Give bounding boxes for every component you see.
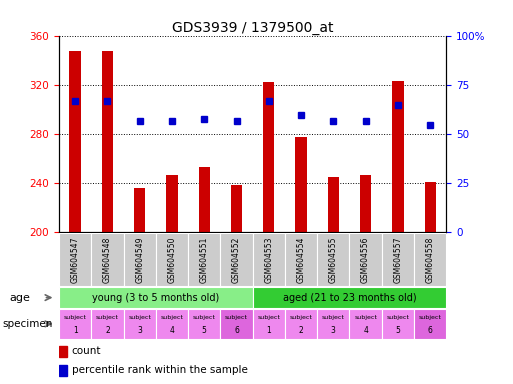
Text: GSM604554: GSM604554 xyxy=(297,236,306,283)
Text: subject: subject xyxy=(258,315,280,320)
Text: GSM604548: GSM604548 xyxy=(103,237,112,283)
Bar xyxy=(414,309,446,339)
Text: 4: 4 xyxy=(169,326,174,335)
Text: percentile rank within the sample: percentile rank within the sample xyxy=(72,366,248,376)
Text: GSM604556: GSM604556 xyxy=(361,236,370,283)
Bar xyxy=(156,309,188,339)
Bar xyxy=(360,175,371,232)
Bar xyxy=(252,233,285,286)
Bar xyxy=(69,51,81,232)
Bar xyxy=(156,233,188,286)
Text: 6: 6 xyxy=(234,326,239,335)
Text: GSM604558: GSM604558 xyxy=(426,237,435,283)
Title: GDS3939 / 1379500_at: GDS3939 / 1379500_at xyxy=(172,22,333,35)
Text: aged (21 to 23 months old): aged (21 to 23 months old) xyxy=(283,293,416,303)
Bar xyxy=(349,309,382,339)
Text: count: count xyxy=(72,346,101,356)
Text: 6: 6 xyxy=(428,326,432,335)
Text: 3: 3 xyxy=(137,326,142,335)
Bar xyxy=(124,233,156,286)
Text: 1: 1 xyxy=(266,326,271,335)
Text: GSM604549: GSM604549 xyxy=(135,236,144,283)
Bar xyxy=(221,309,252,339)
Text: GSM604547: GSM604547 xyxy=(71,236,80,283)
Text: subject: subject xyxy=(193,315,215,320)
Text: subject: subject xyxy=(322,315,345,320)
Text: GSM604553: GSM604553 xyxy=(264,236,273,283)
Bar xyxy=(285,233,317,286)
Text: subject: subject xyxy=(128,315,151,320)
Bar xyxy=(102,51,113,232)
Bar xyxy=(134,188,145,232)
Bar xyxy=(59,346,67,357)
Text: subject: subject xyxy=(225,315,248,320)
Text: 3: 3 xyxy=(331,326,336,335)
Text: 5: 5 xyxy=(396,326,400,335)
Bar xyxy=(382,309,414,339)
Bar xyxy=(199,167,210,232)
Bar xyxy=(392,81,404,232)
Bar xyxy=(59,233,91,286)
Bar xyxy=(59,287,252,308)
Text: GSM604551: GSM604551 xyxy=(200,237,209,283)
Text: subject: subject xyxy=(386,315,409,320)
Bar xyxy=(328,177,339,232)
Bar xyxy=(188,309,221,339)
Text: 2: 2 xyxy=(299,326,304,335)
Bar xyxy=(295,137,307,232)
Text: 4: 4 xyxy=(363,326,368,335)
Bar xyxy=(252,309,285,339)
Bar xyxy=(59,309,91,339)
Text: subject: subject xyxy=(96,315,119,320)
Bar xyxy=(166,175,177,232)
Text: age: age xyxy=(9,293,30,303)
Bar xyxy=(221,233,252,286)
Text: specimen: specimen xyxy=(3,319,53,329)
Text: 2: 2 xyxy=(105,326,110,335)
Text: young (3 to 5 months old): young (3 to 5 months old) xyxy=(92,293,220,303)
Text: GSM604555: GSM604555 xyxy=(329,236,338,283)
Text: subject: subject xyxy=(290,315,312,320)
Text: subject: subject xyxy=(419,315,442,320)
Bar xyxy=(414,233,446,286)
Bar xyxy=(91,309,124,339)
Bar xyxy=(59,365,67,376)
Text: GSM604550: GSM604550 xyxy=(167,236,176,283)
Bar xyxy=(91,233,124,286)
Bar xyxy=(285,309,317,339)
Text: GSM604557: GSM604557 xyxy=(393,236,402,283)
Bar xyxy=(252,287,446,308)
Text: 5: 5 xyxy=(202,326,207,335)
Bar xyxy=(317,233,349,286)
Bar xyxy=(124,309,156,339)
Text: subject: subject xyxy=(161,315,184,320)
Bar xyxy=(231,185,242,232)
Bar xyxy=(317,309,349,339)
Text: 1: 1 xyxy=(73,326,77,335)
Text: subject: subject xyxy=(354,315,377,320)
Text: GSM604552: GSM604552 xyxy=(232,237,241,283)
Bar xyxy=(263,82,274,232)
Bar xyxy=(188,233,221,286)
Bar xyxy=(425,182,436,232)
Text: subject: subject xyxy=(64,315,87,320)
Bar xyxy=(382,233,414,286)
Bar xyxy=(349,233,382,286)
